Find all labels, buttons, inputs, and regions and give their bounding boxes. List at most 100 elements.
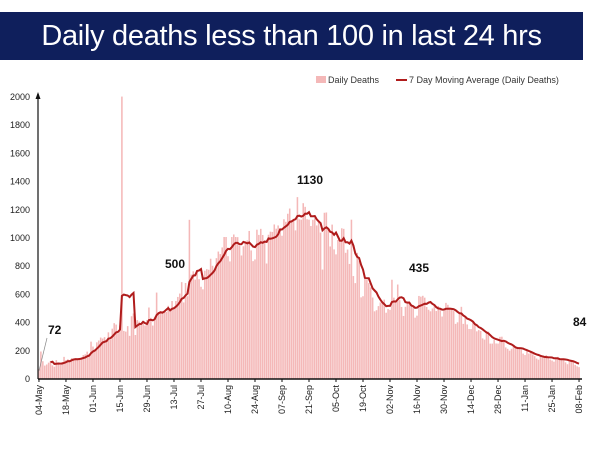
- bar: [115, 324, 117, 379]
- bar: [188, 219, 191, 379]
- bar: [383, 299, 385, 379]
- bar: [134, 335, 137, 379]
- bar: [491, 343, 494, 379]
- bar: [144, 325, 146, 379]
- bar: [271, 231, 274, 379]
- bar: [221, 247, 223, 379]
- bar: [379, 302, 382, 379]
- bar: [441, 316, 443, 379]
- bar: [418, 295, 420, 379]
- bar: [101, 338, 104, 379]
- bar: [238, 245, 241, 379]
- bar: [531, 354, 534, 379]
- bar: [269, 231, 272, 379]
- bar: [306, 219, 308, 379]
- bar: [211, 265, 214, 379]
- bars-group: [38, 96, 580, 380]
- bar: [341, 228, 343, 379]
- legend-swatch-daily-deaths: [316, 76, 326, 83]
- moving-average-line: [50, 210, 580, 365]
- bar: [92, 346, 94, 379]
- x-tick-label: 25-Jan: [547, 385, 557, 413]
- bar: [53, 366, 56, 379]
- bar: [530, 352, 532, 379]
- bar: [504, 347, 507, 379]
- bar: [223, 237, 225, 379]
- bar: [209, 258, 212, 379]
- bar: [279, 228, 281, 379]
- bar: [80, 357, 83, 379]
- bar: [155, 292, 158, 379]
- bar: [479, 330, 482, 379]
- bar: [474, 324, 476, 379]
- bar: [285, 221, 287, 379]
- bar: [466, 324, 468, 379]
- bar: [258, 234, 260, 379]
- bar: [103, 337, 106, 379]
- bar: [366, 280, 368, 379]
- bar: [254, 259, 256, 379]
- bar: [408, 301, 411, 379]
- bar: [369, 287, 372, 379]
- x-tick-label: 08-Feb: [574, 385, 584, 414]
- bar: [470, 329, 472, 379]
- bar: [487, 331, 490, 379]
- bar: [119, 325, 121, 379]
- bar: [447, 304, 449, 379]
- bar: [117, 333, 119, 379]
- bar: [51, 365, 54, 379]
- bar: [429, 311, 432, 379]
- bar: [420, 296, 422, 379]
- bar: [281, 235, 283, 379]
- x-tick-label: 10-Aug: [223, 385, 233, 414]
- bar: [142, 321, 144, 379]
- bar: [302, 203, 304, 379]
- y-tick-label: 1800: [10, 120, 30, 130]
- title-banner: Daily deaths less than 100 in last 24 hr…: [0, 12, 583, 60]
- bar: [572, 361, 575, 379]
- bar: [510, 348, 513, 379]
- bar: [524, 355, 526, 379]
- x-tick-label: 18-May: [61, 385, 71, 416]
- bar: [63, 356, 65, 379]
- bar: [136, 320, 139, 379]
- bar: [217, 251, 220, 379]
- bar: [169, 308, 171, 379]
- bar: [333, 249, 335, 379]
- bar: [178, 293, 181, 379]
- bar: [497, 343, 499, 379]
- bar: [545, 355, 548, 379]
- axes: 0 200 400 600 800 1000 1200 1400 1600 1800 2000 04-…: [10, 92, 584, 415]
- bar: [578, 367, 580, 379]
- bar: [43, 365, 46, 379]
- bar: [261, 235, 264, 379]
- bar: [184, 282, 187, 379]
- bar: [82, 355, 85, 379]
- bar: [236, 237, 239, 379]
- bar: [477, 330, 480, 379]
- bar: [200, 286, 202, 379]
- x-tick-label: 29-Jun: [142, 385, 152, 413]
- bar: [528, 353, 530, 379]
- bar: [196, 272, 198, 379]
- bar: [298, 219, 301, 379]
- bar: [522, 353, 524, 379]
- bar: [111, 328, 114, 379]
- bar: [404, 306, 407, 379]
- bar: [533, 356, 536, 379]
- bar: [292, 218, 295, 379]
- bar: [180, 282, 183, 379]
- bar: [387, 309, 389, 379]
- y-tick-label: 200: [15, 346, 30, 356]
- bar: [69, 360, 71, 379]
- bar: [458, 312, 461, 379]
- bar: [61, 362, 63, 379]
- bar: [296, 197, 299, 379]
- x-tick-label: 27-Jul: [196, 385, 206, 410]
- bar: [287, 213, 289, 379]
- bar: [323, 212, 326, 379]
- bar: [148, 307, 150, 379]
- bar: [327, 228, 330, 379]
- bar: [489, 343, 492, 379]
- bar: [267, 234, 270, 379]
